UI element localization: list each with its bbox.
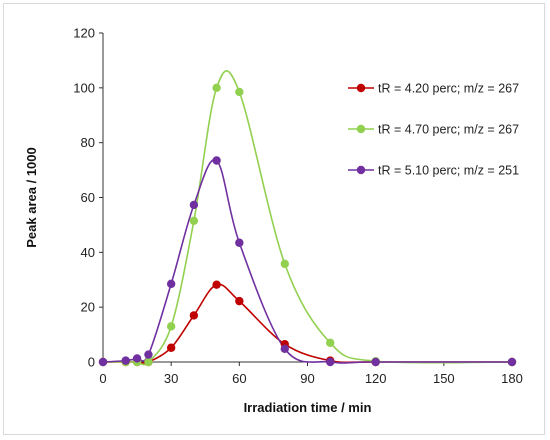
series-2-point	[235, 87, 244, 97]
series-2-point	[326, 338, 335, 348]
legend-marker-3	[356, 165, 366, 175]
series-1-point	[166, 343, 176, 352]
legend-label-3: tR = 5.10 perc; m/z = 251	[378, 164, 519, 178]
series-line-3	[102, 158, 512, 364]
series-3-point	[144, 350, 153, 359]
legend-marker-2	[356, 124, 366, 134]
x-tick-label: 120	[365, 371, 387, 386]
legend: tR = 4.20 perc; m/z = 267 tR = 4.70 perc;…	[348, 82, 519, 178]
x-tick-label: 0	[99, 371, 106, 386]
y-tick-label: 60	[81, 190, 95, 205]
y-tick-label: 0	[88, 355, 95, 370]
legend-label-2: tR = 4.70 perc; m/z = 267	[378, 123, 519, 137]
series-2-point	[166, 322, 176, 331]
series-2-point	[280, 259, 289, 269]
x-tick-label: 90	[300, 371, 314, 386]
series-3-point	[212, 156, 221, 165]
y-tick-label: 120	[73, 26, 95, 41]
y-tick-label: 20	[81, 300, 95, 315]
series-3-point	[235, 238, 244, 247]
series-3-point	[98, 357, 108, 367]
x-tick-label: 150	[433, 371, 455, 386]
series-1-point	[235, 296, 244, 306]
series-3-point	[189, 200, 199, 210]
series-line-1	[102, 283, 513, 364]
y-tick-label: 100	[73, 80, 95, 95]
series-3-point	[371, 357, 380, 367]
series-3-point	[507, 357, 517, 367]
series-3-point	[326, 357, 335, 367]
series-2-point	[189, 216, 199, 226]
x-tick-label: 30	[164, 371, 178, 386]
series-2-point	[144, 357, 153, 367]
series-3-point	[166, 279, 176, 289]
series-points	[98, 83, 517, 367]
x-axis-ticks: 0 30 60 90 120 150 180	[99, 362, 523, 386]
series-3-point	[132, 354, 142, 363]
y-tick-label: 40	[81, 245, 95, 260]
x-tick-label: 60	[232, 371, 246, 386]
legend-label-1: tR = 4.20 perc; m/z = 267	[378, 82, 519, 96]
series-lines	[102, 70, 513, 366]
series-line-2	[102, 70, 513, 366]
y-axis-ticks: 0 20 40 60 80 100 120	[73, 26, 103, 370]
series-3-point	[280, 344, 289, 354]
x-axis-label: Irradiation time / min	[244, 400, 372, 415]
series-2-point	[212, 83, 221, 93]
series-1-point	[212, 280, 221, 289]
x-tick-label: 180	[501, 371, 523, 386]
y-axis-label: Peak area / 1000	[24, 147, 39, 247]
series-1-point	[189, 311, 199, 320]
y-tick-label: 80	[81, 135, 95, 150]
series-3-point	[121, 356, 130, 365]
legend-marker-1	[356, 83, 366, 93]
